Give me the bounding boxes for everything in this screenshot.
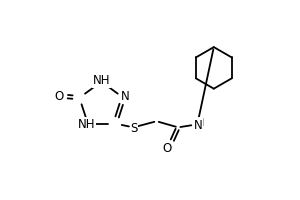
Text: N: N xyxy=(194,119,203,132)
Text: NH: NH xyxy=(77,118,95,131)
Text: N: N xyxy=(121,90,130,103)
Text: S: S xyxy=(130,122,138,135)
Text: NH: NH xyxy=(93,74,110,87)
Text: H: H xyxy=(196,118,205,128)
Text: O: O xyxy=(163,142,172,155)
Text: O: O xyxy=(54,90,63,103)
